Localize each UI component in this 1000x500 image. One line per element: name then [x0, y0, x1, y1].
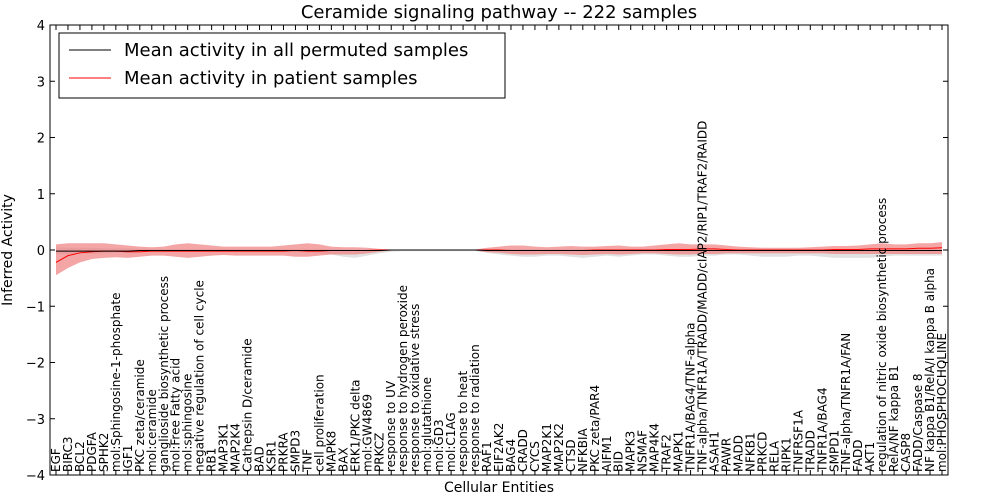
x-tick-label: ERK1/PKC delta [348, 379, 362, 472]
x-tick-label: NFKB1 [743, 432, 757, 472]
x-tick-label: PDGFA [85, 431, 99, 472]
x-tick-label: PRKCD [755, 432, 769, 472]
x-tick-label: RelA/NF kappa B1 [887, 365, 901, 472]
x-tick-label: BCL2 [73, 441, 87, 472]
x-axis: EGFBIRC3BCL2PDGFASPHK2mol:Sphingosine-1-… [49, 25, 949, 475]
x-tick-label: EIF2AK2 [492, 423, 506, 472]
x-tick-label: CRADD [516, 429, 530, 472]
x-tick-label: mol:Free Fatty acid [169, 358, 183, 472]
x-tick-label: MAPK8 [324, 431, 338, 472]
x-tick-label: response to oxidative stress [408, 304, 422, 472]
x-tick-label: response to heat [456, 370, 470, 472]
y-tick-label: 3 [37, 75, 45, 90]
x-tick-label: NFKBIA [576, 427, 590, 472]
x-tick-label: NSMAF [636, 430, 650, 472]
x-tick-label: ganglioside biosynthetic process [157, 276, 171, 472]
x-tick-label: response to radiation [468, 344, 482, 472]
x-tick-label: mol:GW4869 [360, 394, 374, 472]
x-tick-label: SMPD1 [827, 430, 841, 472]
x-tick-label: PRKCZ [372, 433, 386, 472]
x-tick-label: TNF-alpha/TNFR1A/FAN [839, 333, 853, 473]
x-tick-label: RIPK1 [779, 437, 793, 472]
series-lines [55, 247, 943, 263]
x-tick-label: mol:glutathione [420, 377, 434, 472]
legend-label-patient: Mean activity in patient samples [124, 68, 418, 89]
x-tick-label: TNFR1A/BAG4/TNF-alpha [684, 323, 698, 473]
x-tick-label: PRKRA [276, 432, 290, 472]
x-tick-label: mol:PHOSPHOCHOLINE [935, 333, 949, 472]
y-tick-label: 4 [37, 19, 45, 34]
x-tick-label: TRAF2 [660, 434, 674, 473]
x-tick-label: mol:ceramide [145, 389, 159, 472]
x-tick-label: TRADD [803, 430, 817, 473]
x-tick-label: SMPD3 [288, 430, 302, 472]
x-tick-label: MADD [731, 435, 745, 472]
x-tick-label: MAP2K1 [540, 423, 554, 472]
x-tick-label: MAPK1 [672, 431, 686, 472]
x-axis-label: Cellular Entities [444, 480, 554, 496]
y-tick-label: −4 [26, 469, 45, 484]
x-tick-label: SPHK2 [97, 433, 111, 472]
x-tick-label: BID [612, 451, 626, 472]
x-tick-label: PKC zeta/PAR4 [588, 385, 602, 472]
x-tick-label: mol:C1AG [444, 412, 458, 472]
y-tick-label: −2 [26, 357, 45, 372]
x-tick-label: TNFRSF1A [791, 409, 805, 473]
y-axis-label: Inferred Activity [0, 194, 16, 306]
x-tick-label: mol:GD3 [432, 419, 446, 472]
x-tick-label: PKC zeta/ceramide [133, 359, 147, 472]
y-tick-label: 0 [37, 244, 45, 259]
x-tick-label: RAF1 [480, 441, 494, 472]
y-tick-label: −3 [26, 413, 45, 428]
x-tick-label: MAP4K4 [648, 423, 662, 472]
x-tick-label: TNF-alpha/TNFR1A/TRADD/MADD/cIAP2/RIP1/T… [696, 121, 710, 473]
x-tick-label: KSR1 [265, 441, 279, 472]
x-tick-label: ASAH1 [708, 431, 722, 472]
x-tick-label: response to hydrogen peroxide [396, 285, 410, 472]
x-tick-label: IGF1 [121, 445, 135, 472]
x-tick-label: MAP3K1 [217, 423, 231, 472]
x-tick-label: TNF [300, 449, 314, 473]
x-tick-label: regulation of nitric oxide biosynthetic … [875, 198, 889, 472]
x-tick-label: Cathepsin D/ceramide [241, 338, 255, 472]
x-tick-label: MAP2K4 [229, 423, 243, 472]
x-tick-label: CYCS [528, 441, 542, 472]
x-tick-label: BAG4 [504, 439, 518, 472]
x-tick-label: EGF [49, 448, 63, 472]
chart-title: Ceramide signaling pathway -- 222 sample… [301, 2, 697, 23]
x-tick-label: PAWR [719, 438, 733, 472]
legend: Mean activity in all permuted samples Me… [58, 32, 506, 99]
x-tick-label: BIRC3 [61, 436, 75, 472]
x-tick-label: FADD/Caspase 8 [911, 373, 925, 472]
y-axis: −4 −3 −2 −1 0 1 2 3 4 [26, 19, 948, 484]
x-tick-label: MAPK3 [624, 431, 638, 472]
legend-label-permuted: Mean activity in all permuted samples [124, 40, 468, 61]
x-tick-label: NF kappa B1/RelA/I kappa B alpha [923, 268, 937, 472]
x-tick-label: AIFM1 [600, 435, 614, 472]
x-tick-label: RB1 [205, 448, 219, 472]
x-tick-label: mol:Sphingosine-1-phosphate [109, 293, 123, 473]
x-tick-label: mol:sphingosine [181, 374, 195, 472]
x-tick-label: TNFR1A/BAG4 [815, 387, 829, 473]
x-tick-label: AKT1 [863, 442, 877, 472]
x-tick-label: BAD [253, 446, 267, 472]
x-tick-label: CTSD [564, 439, 578, 472]
x-tick-label: CASP8 [899, 433, 913, 472]
legend-box [58, 32, 506, 99]
x-tick-label: MAP2K2 [552, 423, 566, 472]
x-tick-label: FADD [851, 440, 865, 473]
y-tick-label: 1 [37, 188, 45, 203]
x-tick-label: RELA [767, 440, 781, 472]
y-tick-label: −1 [26, 300, 45, 315]
x-tick-label: cell proliferation [312, 374, 326, 472]
x-tick-label: response to UV [384, 380, 398, 472]
x-tick-label: negative regulation of cell cycle [193, 280, 207, 472]
series-line-patient [55, 247, 943, 263]
y-tick-label: 2 [37, 132, 45, 147]
series-line-permuted [55, 249, 943, 252]
x-tick-label: BAX [336, 447, 350, 472]
